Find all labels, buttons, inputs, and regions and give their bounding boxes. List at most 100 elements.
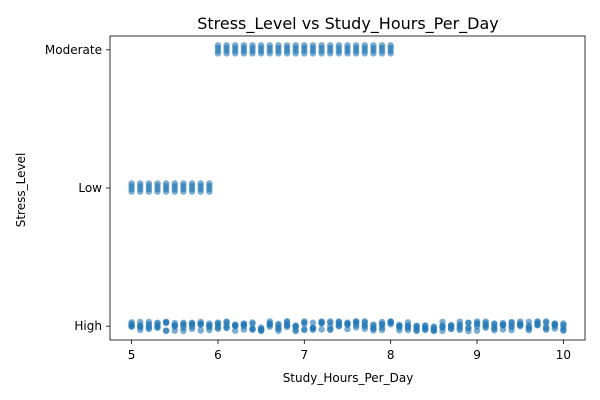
data-point bbox=[128, 188, 135, 195]
data-point bbox=[232, 327, 239, 334]
data-point bbox=[214, 322, 222, 329]
data-point bbox=[378, 318, 386, 326]
data-point bbox=[508, 322, 515, 330]
data-point bbox=[378, 326, 386, 334]
data-point bbox=[439, 324, 446, 331]
data-point bbox=[275, 327, 282, 334]
data-point bbox=[327, 50, 334, 57]
data-point bbox=[387, 318, 394, 325]
data-point bbox=[309, 319, 317, 326]
data-point bbox=[154, 188, 161, 195]
data-point bbox=[422, 325, 429, 333]
data-point bbox=[465, 324, 472, 332]
data-point bbox=[491, 323, 498, 331]
data-point bbox=[413, 327, 420, 335]
data-point bbox=[249, 326, 256, 333]
data-point bbox=[370, 325, 377, 332]
data-point bbox=[180, 188, 187, 195]
data-point bbox=[301, 50, 308, 57]
data-point bbox=[240, 50, 248, 57]
data-point bbox=[430, 326, 438, 333]
data-point bbox=[335, 318, 343, 326]
data-point bbox=[188, 188, 196, 195]
data-point bbox=[327, 319, 334, 326]
x-tick-label: 8 bbox=[387, 348, 395, 362]
data-point bbox=[517, 318, 524, 325]
data-point bbox=[223, 50, 230, 57]
data-point bbox=[249, 320, 256, 328]
data-point bbox=[266, 320, 273, 327]
data-point bbox=[197, 188, 204, 195]
data-point bbox=[482, 319, 489, 327]
data-point bbox=[188, 319, 196, 326]
data-point bbox=[447, 322, 455, 329]
data-point bbox=[301, 318, 308, 325]
data-point bbox=[162, 327, 170, 335]
data-point bbox=[223, 324, 230, 331]
data-point bbox=[145, 188, 153, 195]
data-point bbox=[473, 318, 481, 325]
data-point bbox=[370, 50, 377, 57]
data-point bbox=[387, 50, 394, 57]
data-point bbox=[128, 322, 135, 329]
data-point bbox=[413, 322, 420, 329]
data-point bbox=[162, 319, 170, 326]
data-point bbox=[257, 50, 265, 57]
x-tick-label: 7 bbox=[300, 348, 308, 362]
data-point bbox=[378, 50, 386, 57]
data-point bbox=[361, 325, 368, 332]
data-point bbox=[361, 318, 368, 325]
y-axis-ticks: High Low Moderate bbox=[45, 43, 110, 333]
data-point bbox=[232, 50, 239, 57]
data-point bbox=[197, 320, 204, 327]
data-point bbox=[309, 50, 317, 57]
data-point bbox=[352, 50, 360, 57]
data-point bbox=[318, 50, 325, 57]
data-point bbox=[283, 318, 291, 326]
data-point bbox=[465, 319, 472, 327]
data-point bbox=[456, 322, 463, 330]
data-point bbox=[560, 327, 567, 334]
data-point bbox=[206, 321, 213, 329]
y-tick-label: Low bbox=[78, 181, 102, 195]
data-point bbox=[525, 326, 533, 334]
data-point bbox=[137, 188, 144, 195]
data-point bbox=[404, 324, 412, 332]
data-point bbox=[309, 326, 317, 334]
data-point bbox=[534, 318, 541, 325]
x-tick-label: 5 bbox=[128, 348, 136, 362]
data-point bbox=[318, 326, 325, 333]
data-point bbox=[344, 325, 351, 333]
data-point bbox=[352, 322, 360, 329]
y-tick-label: Moderate bbox=[45, 43, 102, 57]
data-point bbox=[171, 323, 178, 330]
data-point bbox=[396, 327, 403, 334]
data-point bbox=[275, 320, 282, 328]
data-point bbox=[145, 322, 153, 330]
y-axis-label: Stress_Level bbox=[14, 153, 28, 228]
data-point bbox=[171, 188, 178, 195]
x-axis-label: Study_Hours_Per_Day bbox=[283, 371, 414, 385]
x-tick-label: 10 bbox=[556, 348, 571, 362]
data-point bbox=[482, 324, 489, 331]
data-point bbox=[292, 322, 299, 330]
data-point bbox=[232, 322, 239, 329]
chart-title: Stress_Level vs Study_Hours_Per_Day bbox=[197, 14, 499, 34]
data-point bbox=[542, 323, 550, 330]
data-point bbox=[327, 326, 334, 333]
data-points bbox=[128, 42, 567, 335]
data-point bbox=[344, 50, 351, 57]
y-tick-label: High bbox=[74, 319, 102, 333]
data-point bbox=[197, 327, 204, 334]
data-point bbox=[180, 327, 187, 335]
data-point bbox=[499, 322, 507, 329]
data-point bbox=[292, 50, 299, 57]
data-point bbox=[335, 50, 343, 57]
data-point bbox=[257, 324, 265, 331]
data-point bbox=[560, 321, 567, 329]
data-point bbox=[344, 319, 351, 326]
data-point bbox=[361, 50, 368, 57]
data-point bbox=[266, 50, 273, 57]
data-point bbox=[154, 322, 161, 330]
